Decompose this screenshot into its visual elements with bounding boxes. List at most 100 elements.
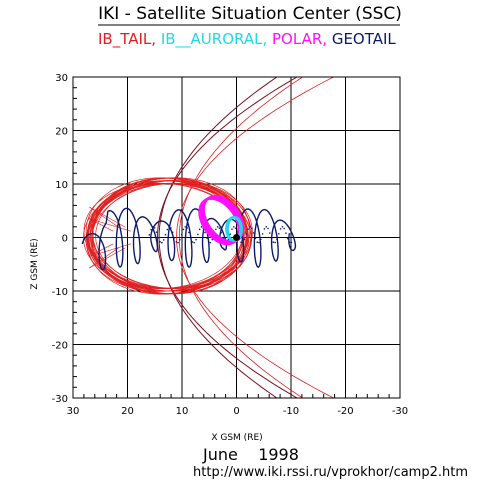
geotail-dot (218, 227, 221, 229)
magnetopause-curve (178, 77, 304, 398)
x-axis-label: X GSM (RE) (211, 433, 262, 443)
geotail-dot (270, 237, 273, 240)
auroral-orbit-loop (225, 216, 242, 242)
geotail-dot (206, 237, 208, 239)
geotail-dot (263, 228, 266, 230)
y-tick-label: 20 (55, 127, 68, 138)
geotail-dot (240, 241, 242, 243)
geotail-dot (191, 241, 194, 243)
magnetopause-curve (176, 77, 335, 398)
legend-sep-1: , (151, 30, 156, 48)
ib-tail-spoke (89, 218, 114, 232)
ib-tail-spoke (89, 247, 119, 269)
geotail-dot (182, 228, 185, 231)
date-label: June 1998 (202, 445, 299, 464)
geotail-dot (161, 241, 163, 244)
geotail-dot (288, 241, 291, 244)
ib-tail-orbit-loop (95, 183, 249, 289)
geotail-dot (173, 236, 176, 239)
geotail-dot (195, 238, 197, 241)
geotail-dot (249, 226, 251, 228)
geotail-dot (283, 227, 285, 230)
x-tick-label: -20 (337, 406, 353, 417)
ib-tail-orbit-loop (92, 177, 249, 295)
geotail-dot (171, 231, 174, 234)
bow-shock-curve (158, 77, 278, 398)
ib-tail-spoke (89, 243, 131, 257)
source-url: http://www.iki.rssi.ru/vprokhor/camp2.ht… (193, 465, 468, 480)
geotail-dot (209, 241, 212, 244)
geotail-dot (152, 226, 154, 228)
legend-sep-2: , (262, 30, 267, 48)
geotail-dot (281, 226, 284, 228)
geotail-dot (186, 227, 188, 229)
ib-tail-orbit-loop (85, 177, 246, 295)
geotail-dot (197, 233, 199, 236)
geotail-dot (267, 227, 269, 230)
geotail-dot (243, 238, 246, 241)
geotail-dot (175, 241, 178, 243)
figure-title: IKI - Satellite Situation Center (SSC) (98, 4, 402, 24)
geotail-dot (164, 233, 167, 236)
geotail-dot (166, 228, 169, 231)
geotail-dot (179, 238, 181, 241)
geotail-dot (159, 241, 161, 243)
geotail-dot (286, 237, 289, 240)
geotail-dot (254, 237, 257, 240)
geotail-dot (260, 238, 262, 241)
x-tick-label: 20 (121, 406, 134, 417)
geotail-dot (193, 241, 196, 244)
geotail-dot (274, 241, 276, 244)
geotail-dot (272, 241, 275, 244)
geotail-dot (155, 231, 158, 233)
ib-tail-spoke (89, 206, 119, 228)
geotail-dot (242, 241, 244, 244)
geotail-dot (279, 228, 282, 230)
geotail-dot (256, 241, 259, 243)
geotail-dot (207, 241, 210, 243)
geotail-dot (245, 233, 248, 235)
geotail-dot (276, 238, 278, 240)
ib-tail-orbit-loop (83, 182, 248, 290)
ib-tail-spoke (89, 243, 114, 257)
geotail-dot (153, 227, 156, 229)
legend-ib-auroral: IB__AURORAL (161, 30, 263, 49)
y-tick-label: 30 (55, 73, 68, 84)
geotail-dot (251, 227, 253, 230)
geotail-dot (285, 232, 287, 234)
geotail-dot (261, 233, 264, 235)
geotail-dot (277, 232, 280, 235)
geotail-dot (268, 232, 271, 234)
geotail-dot (200, 226, 203, 228)
y-axis-label: Z GSM (RE) (30, 238, 40, 289)
geotail-dot (198, 228, 201, 231)
x-tick-label: 0 (233, 406, 239, 417)
y-tick-label: -20 (52, 341, 68, 352)
y-tick-label: -10 (52, 287, 68, 298)
geotail-dot (216, 226, 219, 228)
geotail-dot (150, 228, 152, 231)
y-tick-label: 0 (62, 234, 68, 245)
geotail-dot (290, 241, 293, 244)
bow-shock-curve (157, 77, 299, 398)
geotail-dot (177, 241, 179, 244)
geotail-dot (204, 231, 206, 234)
geotail-dot (215, 228, 217, 231)
polar-orbit-loop (198, 197, 240, 246)
geotail-dot (233, 226, 235, 228)
legend-geotail: GEOTAIL (332, 30, 397, 48)
geotail-dot (247, 228, 250, 230)
geotail-dot (265, 226, 268, 228)
geotail-dot (170, 227, 172, 229)
ib-tail-spoke (89, 218, 131, 232)
x-tick-label: -10 (283, 406, 299, 417)
x-tick-label: -30 (392, 406, 408, 417)
geotail-dot (258, 241, 260, 244)
geotail-dot (157, 236, 160, 239)
x-tick-label: 10 (176, 406, 189, 417)
geotail-dot (229, 233, 232, 235)
orbit-traces (81, 77, 335, 398)
legend-polar: POLAR (272, 30, 322, 48)
geotail-dot (180, 233, 183, 236)
